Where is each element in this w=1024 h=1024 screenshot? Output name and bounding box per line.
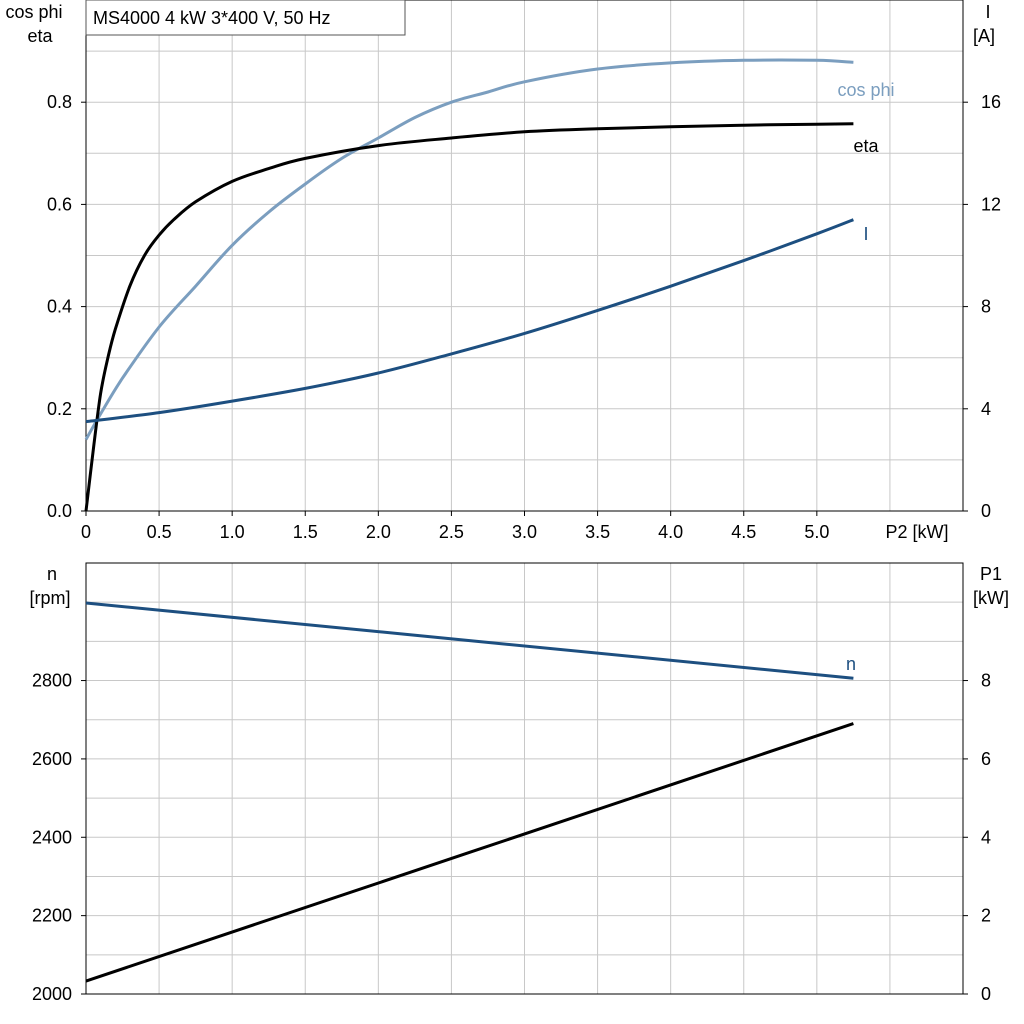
series-label-cos-phi: cos phi (837, 80, 894, 100)
x-tick-label: 3.5 (585, 522, 610, 542)
left-tick-label: 0.8 (47, 92, 72, 112)
series-line-i (85, 218, 854, 424)
x-tick-label: 4.0 (658, 522, 683, 542)
left-tick-label: 2400 (32, 827, 72, 847)
left-axis-label: n (47, 564, 57, 584)
right-tick-label: 0 (981, 501, 991, 521)
left-tick-label: 0.0 (47, 501, 72, 521)
left-tick-label: 0.6 (47, 194, 72, 214)
x-tick-label: 5.0 (804, 522, 829, 542)
left-tick-label: 0.4 (47, 297, 72, 317)
left-tick-label: 0.2 (47, 399, 72, 419)
x-tick-label: 1.0 (220, 522, 245, 542)
right-tick-label: 0 (981, 984, 991, 1004)
bottom-panel: 2000 2200 2400 2600 2800 0 2 4 6 8 n [rpm] P1 [kW] n (29, 562, 1009, 1004)
series-line-cos-phi (84, 58, 854, 441)
plot-frame (85, 562, 964, 995)
x-tick-label: 0 (81, 522, 91, 542)
left-tick-label: 2000 (32, 984, 72, 1004)
left-axis-label: [rpm] (29, 588, 70, 608)
right-axis-label: [A] (973, 26, 995, 46)
right-tick-label: 12 (981, 194, 1001, 214)
right-axis-label: [kW] (973, 588, 1009, 608)
title-box (85, 0, 406, 36)
left-axis-label: cos phi (5, 2, 62, 22)
x-tick-label: 3.0 (512, 522, 537, 542)
left-axis-label: eta (27, 26, 53, 46)
right-tick-label: 8 (981, 297, 991, 317)
series-line-p1 (85, 722, 854, 983)
right-tick-label: 4 (981, 399, 991, 419)
right-axis-label: I (985, 2, 990, 22)
x-tick-label: 1.5 (293, 522, 318, 542)
right-tick-label: 2 (981, 906, 991, 926)
right-tick-label: 6 (981, 749, 991, 769)
top-panel: 0.0 0.2 0.4 0.6 0.8 0 4 8 12 16 0 0.5 1.0 1.5 2.0 2.5 3.… (5, 0, 1001, 542)
x-tick-label: 2.5 (439, 522, 464, 542)
x-tick-label: 0.5 (147, 522, 172, 542)
series-line-eta (84, 122, 854, 512)
series-label-i: I (863, 224, 868, 244)
series-line-n (85, 601, 854, 680)
x-tick-label: 4.5 (731, 522, 756, 542)
right-axis-label: P1 (980, 564, 1002, 584)
series-label-eta: eta (853, 136, 879, 156)
series-label-n: n (846, 654, 856, 674)
chart-title: MS4000 4 kW 3*400 V, 50 Hz (93, 8, 330, 28)
x-axis-label: P2 [kW] (885, 522, 948, 542)
left-tick-label: 2600 (32, 749, 72, 769)
right-tick-label: 8 (981, 671, 991, 691)
left-tick-label: 2200 (32, 906, 72, 926)
x-tick-label: 2.0 (366, 522, 391, 542)
left-tick-label: 2800 (32, 671, 72, 691)
right-tick-label: 4 (981, 827, 991, 847)
right-tick-label: 16 (981, 92, 1001, 112)
